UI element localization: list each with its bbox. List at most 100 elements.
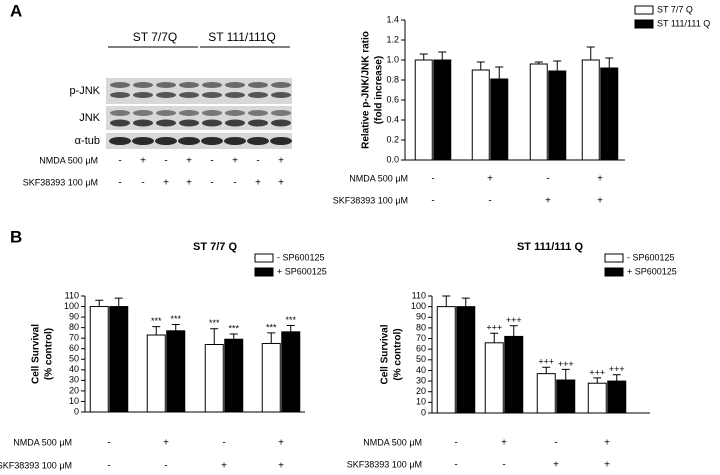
condition-value: +	[186, 178, 192, 189]
condition-value: -	[164, 461, 167, 472]
blot-group-label: ST 111/111Q	[208, 30, 276, 44]
y-tick-label: 10	[416, 397, 426, 407]
legend-swatch	[634, 5, 654, 15]
condition-value: -	[210, 156, 213, 167]
bar	[607, 380, 627, 414]
error-bar	[509, 325, 518, 337]
significance-marker: ***	[228, 323, 239, 333]
bar	[504, 335, 524, 414]
y-tick-label: 100	[64, 301, 79, 311]
error-bar	[605, 57, 614, 68]
bar	[529, 63, 548, 161]
y-axis-label: (% control)	[44, 328, 55, 380]
blot-band	[248, 82, 268, 88]
blot-band	[224, 137, 246, 145]
blot-band	[110, 92, 130, 98]
legend-swatch	[604, 253, 624, 263]
y-tick-label: 80	[416, 322, 426, 332]
blot-band	[271, 92, 291, 98]
bar	[600, 67, 619, 161]
bar	[581, 59, 600, 161]
y-tick-label: 20	[416, 386, 426, 396]
significance-marker: ***	[209, 318, 220, 328]
condition-value: +	[163, 438, 169, 449]
error-bar	[419, 53, 428, 60]
error-bar	[490, 332, 499, 343]
bar	[587, 382, 607, 414]
legend-label: ST 111/111 Q	[657, 18, 710, 28]
bar	[548, 70, 567, 161]
error-bar	[286, 325, 295, 332]
condition-label: SKF38393 100 μM	[23, 177, 98, 187]
error-bar	[553, 60, 562, 71]
condition-value: -	[107, 461, 110, 472]
blot-band	[133, 92, 153, 98]
condition-value: +	[255, 178, 261, 189]
blot-group-label: ST 7/7Q	[133, 30, 177, 44]
condition-value: +	[221, 461, 227, 472]
condition-value: -	[164, 156, 167, 167]
blot-band	[271, 82, 291, 88]
significance-marker: +++	[558, 359, 574, 369]
error-bar	[210, 328, 219, 345]
condition-value: +	[604, 438, 610, 449]
condition-label: SKF38393 100 μM	[0, 460, 72, 470]
y-tick-label: 80	[69, 322, 79, 332]
bar	[166, 330, 186, 413]
condition-value: -	[454, 438, 457, 449]
blot-band	[202, 92, 222, 98]
y-tick-label: 40	[69, 364, 79, 374]
condition-value: +	[597, 196, 603, 207]
bar	[89, 306, 109, 413]
blot-row-label: α-tub	[75, 135, 100, 147]
significance-marker: ***	[266, 322, 277, 332]
blot-band	[179, 92, 199, 98]
bar	[414, 59, 433, 161]
condition-value: +	[553, 460, 559, 471]
condition-value: -	[222, 438, 225, 449]
condition-value: +	[163, 178, 169, 189]
chart-title: ST 111/111 Q	[517, 241, 584, 253]
condition-value: -	[502, 460, 505, 471]
bar	[224, 338, 244, 413]
condition-value: +	[604, 460, 610, 471]
error-bar	[586, 46, 595, 60]
condition-label: NMDA 500 μM	[349, 173, 408, 183]
error-bar	[267, 332, 276, 344]
y-tick-label: 70	[416, 333, 426, 343]
legend-swatch	[604, 267, 624, 277]
legend-swatch	[254, 253, 274, 263]
error-bar	[561, 368, 570, 381]
condition-value: -	[141, 178, 144, 189]
condition-value: +	[545, 196, 551, 207]
condition-value: -	[118, 156, 121, 167]
condition-value: -	[546, 174, 549, 185]
condition-value: +	[278, 461, 284, 472]
panel-label: A	[10, 1, 22, 20]
bar	[204, 344, 224, 413]
condition-value: -	[107, 438, 110, 449]
significance-marker: +++	[589, 367, 605, 377]
error-bar	[461, 297, 470, 307]
condition-value: +	[501, 438, 507, 449]
bar	[261, 342, 281, 413]
blot-band	[179, 82, 199, 88]
y-axis-label: Relative p-JNK/JNK ratio	[361, 31, 372, 149]
error-bar	[534, 61, 543, 64]
legend-swatch	[254, 267, 274, 277]
panel-label: B	[10, 227, 22, 246]
error-bar	[95, 299, 104, 307]
condition-value: -	[454, 460, 457, 471]
blot-strip	[106, 106, 292, 130]
chart-title: ST 7/7 Q	[193, 241, 237, 253]
bar	[484, 342, 504, 414]
condition-value: -	[118, 178, 121, 189]
condition-value: +	[487, 174, 493, 185]
legend-label: + SP600125	[627, 266, 677, 276]
blot-band	[271, 110, 291, 116]
condition-value: +	[140, 156, 146, 167]
blot-band	[133, 82, 153, 88]
condition-value: -	[256, 156, 259, 167]
y-tick-label: 50	[69, 354, 79, 364]
